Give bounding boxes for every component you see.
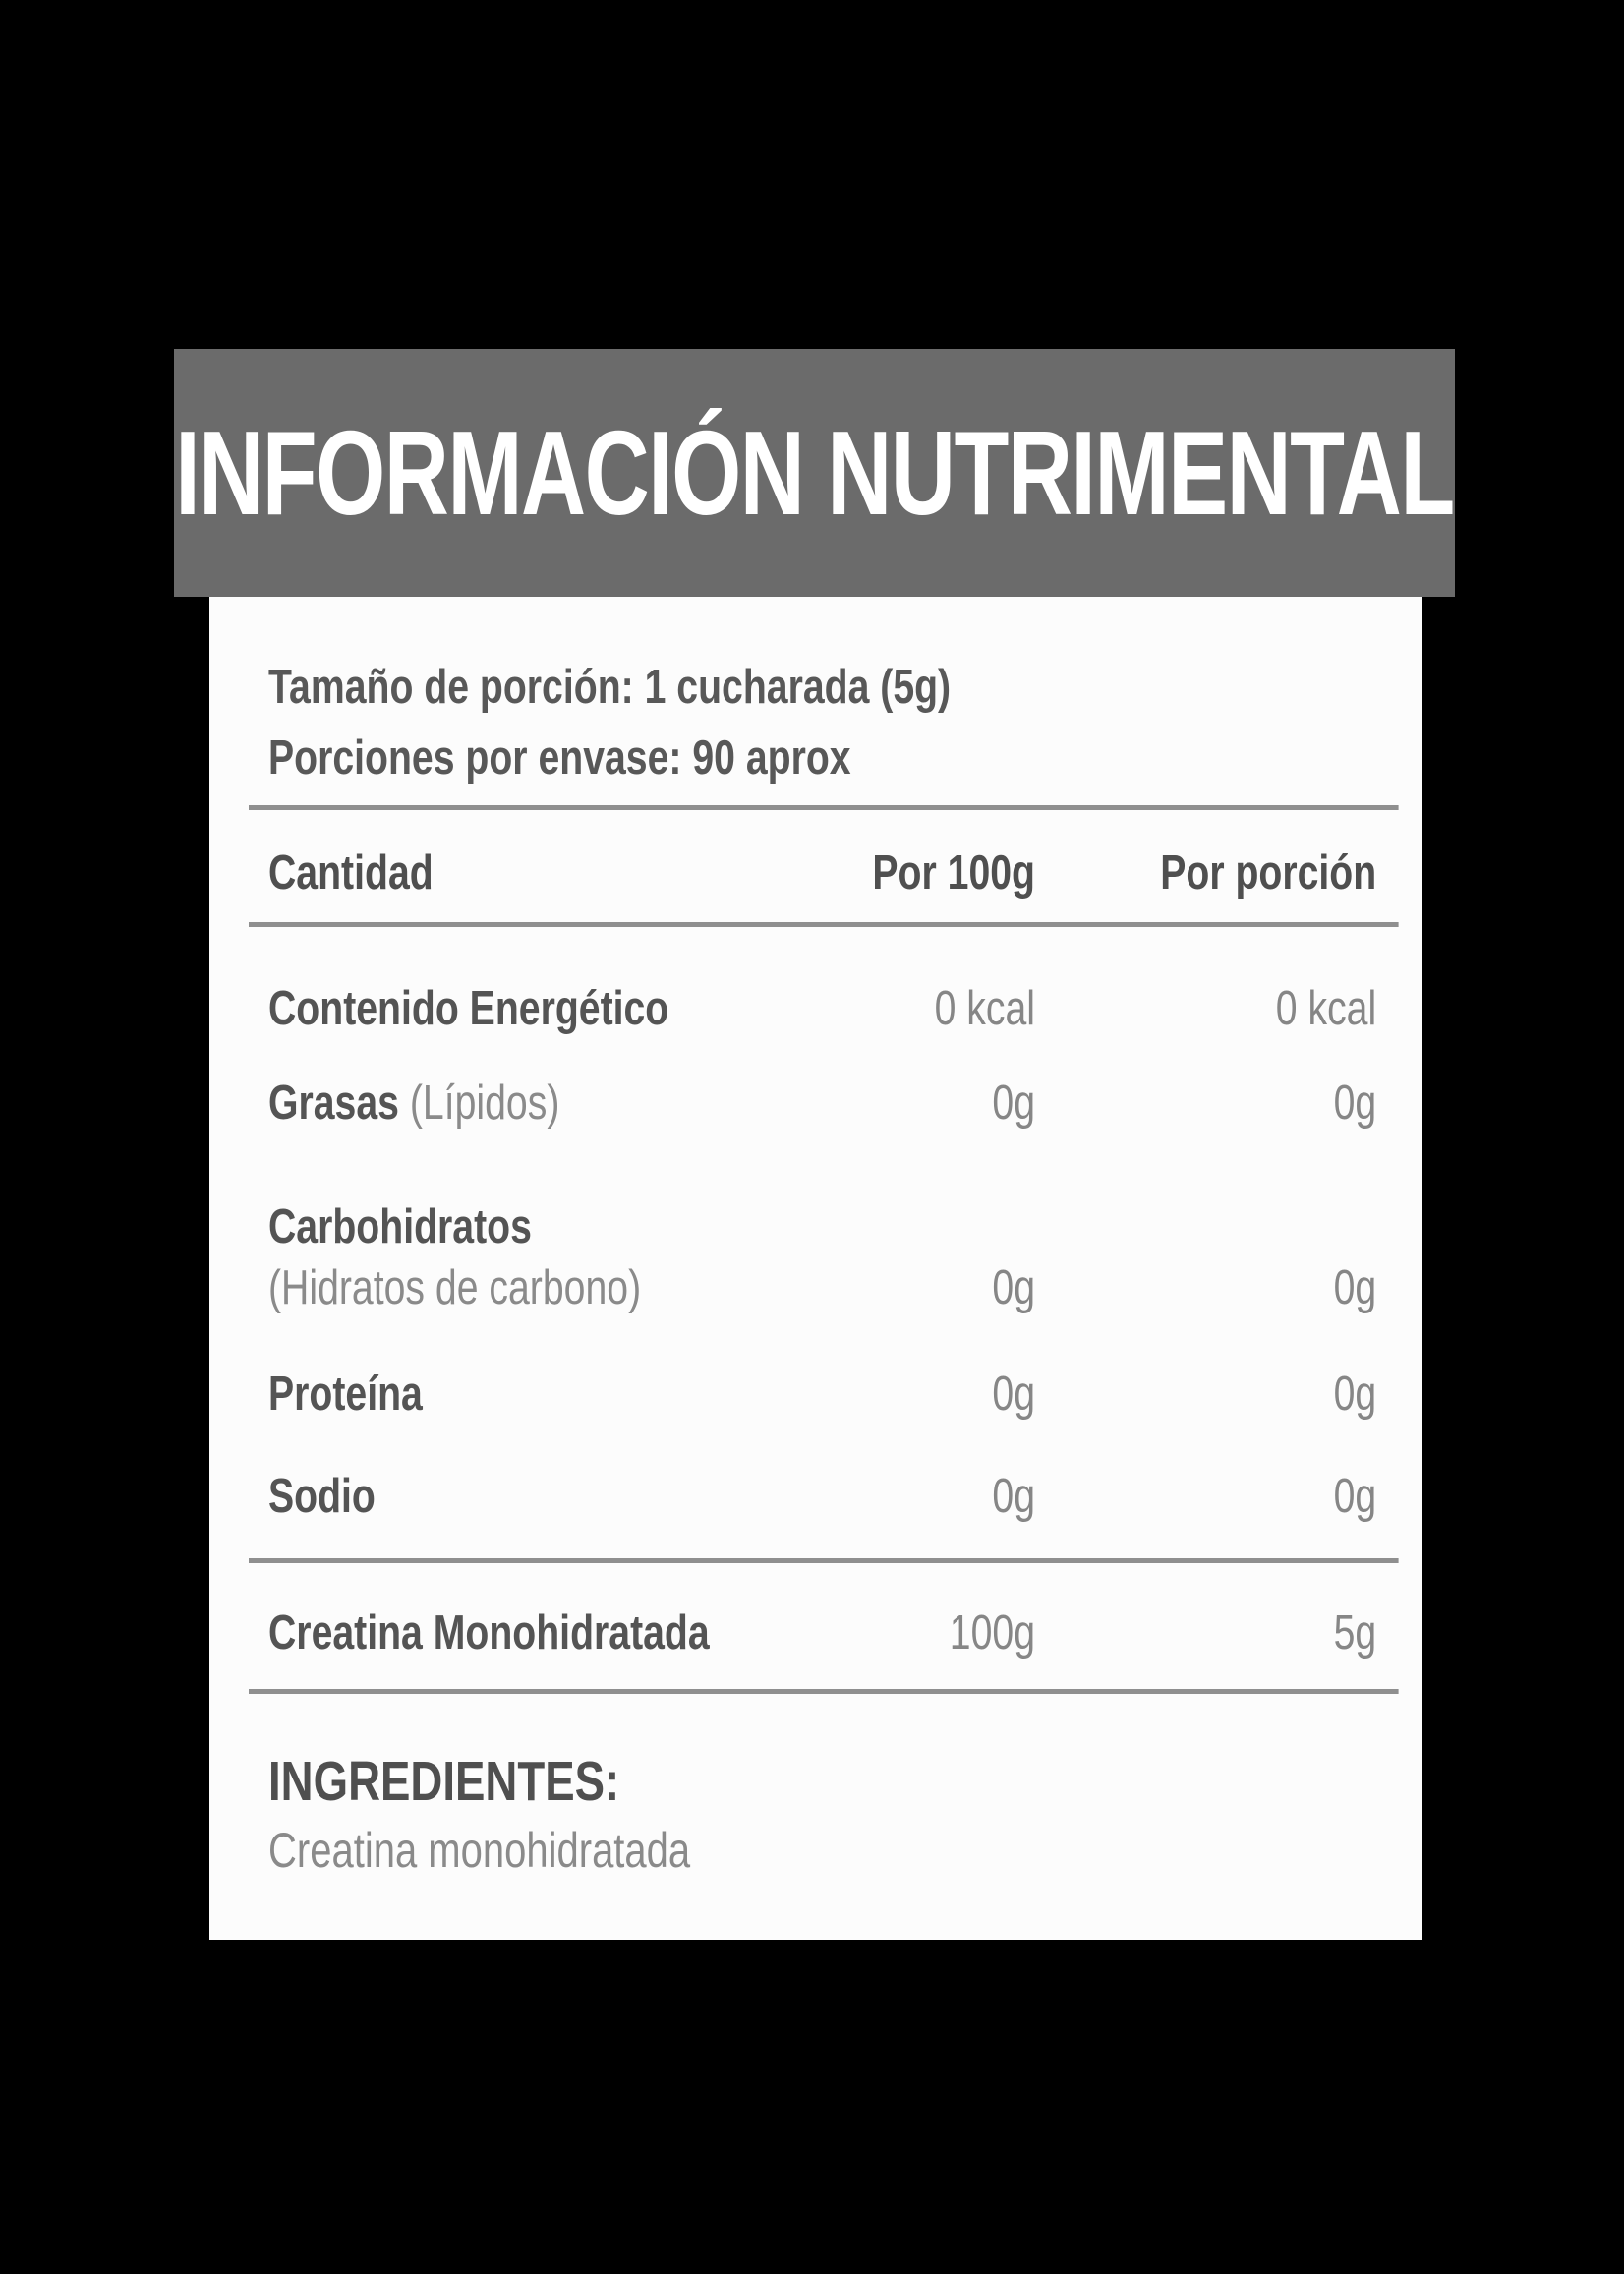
nutrition-facts-content: Tamaño de porción: 1 cucharada (5g) Porc… [209, 597, 1422, 1881]
table-row-creatine: Creatina Monohidratada 100g 5g [268, 1603, 1376, 1663]
value-per-100g: 0 kcal [934, 982, 1035, 1035]
value-per-portion: 0g [1333, 1368, 1377, 1421]
divider [249, 1689, 1399, 1694]
divider [249, 805, 1399, 810]
table-row-sodium: Sodio 0g 0g [268, 1466, 1376, 1527]
value-per-portion: 0g [1333, 1470, 1377, 1523]
ingredients-text: Creatina monohidratada [268, 1823, 691, 1878]
row-label: Carbohidratos [268, 1200, 532, 1254]
value-per-100g: 0g [992, 1368, 1035, 1421]
label-header-band-inner: INFORMACIÓN NUTRIMENTAL [174, 349, 1455, 597]
value-per-portion: 0g [1333, 1077, 1377, 1130]
ingredients-heading: INGREDIENTES: [268, 1750, 620, 1813]
row-label: Creatina Monohidratada [268, 1606, 710, 1660]
label-header-band: INFORMACIÓN NUTRIMENTAL [174, 349, 1455, 597]
value-per-100g: 0g [992, 1261, 1035, 1314]
serving-size-line: Tamaño de porción: 1 cucharada (5g) [268, 661, 952, 714]
nutrition-facts-card: Tamaño de porción: 1 cucharada (5g) Porc… [209, 597, 1422, 1940]
value-per-portion: 5g [1333, 1606, 1377, 1660]
divider [249, 922, 1399, 927]
table-row-fat: Grasas (Lípidos) 0g 0g [268, 1073, 1376, 1134]
row-label: Contenido Energético [268, 982, 669, 1035]
row-label-group: Grasas (Lípidos) [268, 1073, 799, 1134]
value-per-portion: 0g [1333, 1261, 1377, 1314]
value-per-portion: 0 kcal [1275, 982, 1377, 1035]
row-label-note: (Lípidos) [409, 1077, 560, 1130]
table-row-protein: Proteína 0g 0g [268, 1364, 1376, 1425]
value-per-100g: 0g [992, 1077, 1035, 1130]
column-header-per-100g: Por 100g [872, 846, 1035, 900]
row-label: Sodio [268, 1470, 376, 1523]
row-label-group: Carbohidratos (Hidratos de carbono) [268, 1196, 799, 1318]
row-label: Proteína [268, 1368, 423, 1421]
row-label-note: (Hidratos de carbono) [268, 1261, 642, 1314]
column-header-amount: Cantidad [268, 846, 434, 900]
divider [249, 1558, 1399, 1563]
value-per-100g: 100g [949, 1606, 1035, 1660]
table-header-row: Cantidad Por 100g Por porción [268, 844, 1376, 903]
table-row-energy: Contenido Energético 0 kcal 0 kcal [268, 978, 1376, 1039]
table-row-carbohydrates: Carbohidratos (Hidratos de carbono) 0g 0… [268, 1196, 1376, 1318]
column-header-per-portion: Por porción [1160, 846, 1377, 900]
row-label: Grasas [268, 1077, 399, 1130]
label-title: INFORMACIÓN NUTRIMENTAL [175, 406, 1455, 540]
servings-per-container-line: Porciones por envase: 90 aprox [268, 731, 851, 785]
value-per-100g: 0g [992, 1470, 1035, 1523]
